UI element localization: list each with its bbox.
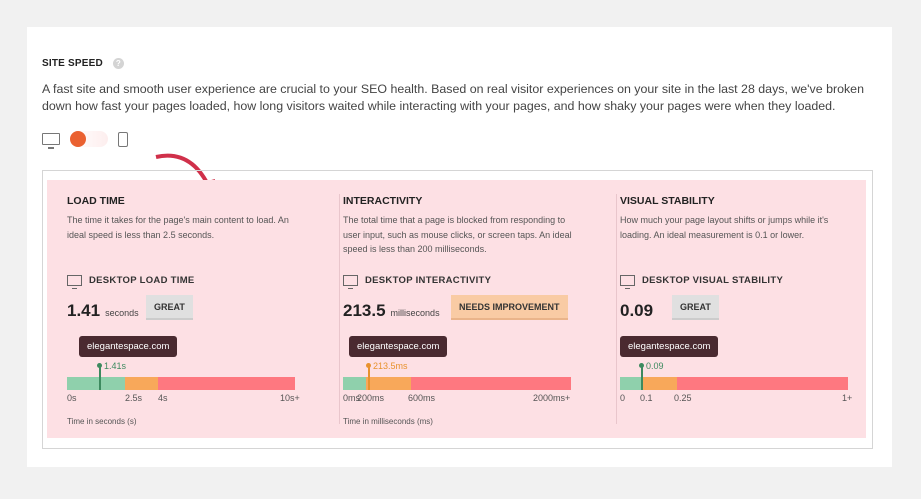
device-switch[interactable]: [70, 131, 108, 147]
metric-description: The total time that a page is blocked fr…: [343, 215, 572, 254]
switch-knob[interactable]: [70, 131, 86, 147]
device-metric-heading: DESKTOP LOAD TIME: [67, 275, 195, 289]
axis-label: Time in milliseconds (ms): [343, 417, 433, 426]
axis-label: Time in seconds (s): [67, 417, 137, 426]
good-segment: [620, 377, 641, 390]
poor-segment: [411, 377, 571, 390]
desktop-icon[interactable]: [42, 133, 60, 149]
metric-value: 1.41 seconds: [67, 301, 139, 320]
metrics-panel: LOAD TIME The time it takes for the page…: [42, 170, 873, 449]
metric-description: The time it takes for the page's main co…: [67, 215, 289, 240]
good-segment: [343, 377, 366, 390]
tick-label: 0: [620, 393, 626, 403]
marker-label: 0.09: [646, 361, 664, 371]
metric-value: 0.09: [620, 301, 654, 320]
rating-badge: GREAT: [672, 295, 719, 320]
device-toggle[interactable]: [42, 131, 128, 149]
metric-title: LOAD TIME: [67, 195, 125, 207]
poor-segment: [158, 377, 295, 390]
metric-title: INTERACTIVITY: [343, 195, 423, 207]
site-tooltip: elegantespace.com: [620, 336, 719, 357]
marker-label: 1.41s: [104, 361, 127, 371]
metric-description: How much your page layout shifts or jump…: [620, 215, 829, 240]
section-description: A fast site and smooth user experience a…: [42, 82, 864, 113]
value-marker: [641, 365, 643, 390]
rating-badge: NEEDS IMPROVEMENT: [451, 295, 568, 320]
tick-label: 10s+: [280, 393, 300, 403]
desktop-icon: [620, 275, 635, 289]
column-divider: [616, 194, 617, 424]
marker-label: 213.5ms: [373, 361, 408, 371]
needs-improvement-segment: [366, 377, 411, 390]
site-tooltip: elegantespace.com: [349, 336, 448, 357]
device-metric-heading: DESKTOP INTERACTIVITY: [343, 275, 491, 289]
desktop-icon: [67, 275, 82, 289]
section-title: SITE SPEED?: [42, 58, 124, 69]
score-bar: [67, 377, 295, 390]
metric-visual-stability: VISUAL STABILITY How much your page layo…: [620, 180, 852, 438]
marker-dot: [639, 363, 644, 368]
tick-label: 0s: [67, 393, 77, 403]
metric-value: 213.5 milliseconds: [343, 301, 440, 320]
tick-label: 0ms: [343, 393, 361, 403]
tick-label: 4s: [158, 393, 168, 403]
column-divider: [339, 194, 340, 424]
value-marker: [99, 365, 101, 390]
desktop-icon: [343, 275, 358, 289]
tick-label: 2000ms+: [533, 393, 571, 403]
score-bar: [343, 377, 571, 390]
good-segment: [67, 377, 125, 390]
rating-badge: GREAT: [146, 295, 193, 320]
score-bar: [620, 377, 848, 390]
tick-label: 600ms: [408, 393, 436, 403]
tick-label: 1+: [842, 393, 853, 403]
needs-improvement-segment: [125, 377, 158, 390]
marker-dot: [366, 363, 371, 368]
site-tooltip: elegantespace.com: [79, 336, 178, 357]
device-metric-heading: DESKTOP VISUAL STABILITY: [620, 275, 783, 289]
needs-improvement-segment: [641, 377, 677, 390]
mobile-icon[interactable]: [118, 131, 128, 147]
tick-label: 0.25: [674, 393, 692, 403]
tick-label: 200ms: [357, 393, 385, 403]
marker-dot: [97, 363, 102, 368]
metric-title: VISUAL STABILITY: [620, 195, 715, 207]
tick-label: 2.5s: [125, 393, 143, 403]
site-speed-card: SITE SPEED? A fast site and smooth user …: [27, 27, 892, 467]
question-icon[interactable]: ?: [112, 58, 124, 69]
poor-segment: [677, 377, 848, 390]
metric-load-time: LOAD TIME The time it takes for the page…: [67, 180, 300, 438]
value-marker: [368, 365, 370, 390]
metric-interactivity: INTERACTIVITY The total time that a page…: [343, 180, 572, 438]
tick-label: 0.1: [640, 393, 653, 403]
